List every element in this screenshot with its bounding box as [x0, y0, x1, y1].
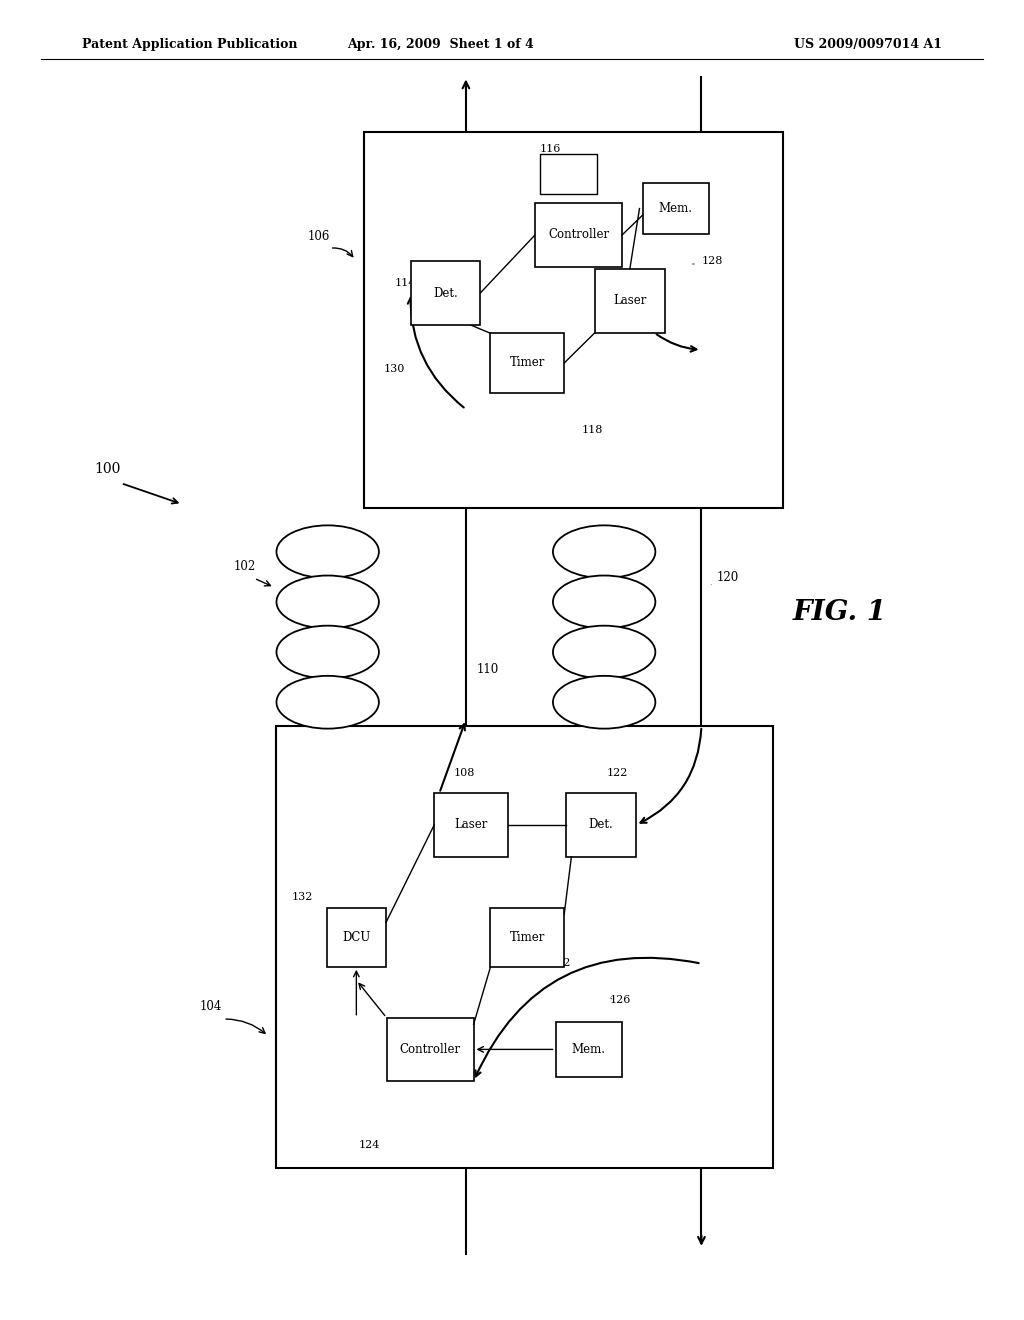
Text: Mem.: Mem. — [571, 1043, 606, 1056]
Text: 118: 118 — [582, 425, 603, 436]
Text: Det.: Det. — [433, 286, 458, 300]
Text: 126: 126 — [609, 995, 631, 1006]
Ellipse shape — [553, 525, 655, 578]
Text: 112: 112 — [550, 958, 571, 969]
Text: 124: 124 — [358, 1140, 380, 1151]
Bar — [411, 261, 480, 325]
Ellipse shape — [553, 626, 655, 678]
Text: 100: 100 — [94, 462, 121, 475]
Ellipse shape — [276, 576, 379, 628]
Text: 132: 132 — [292, 892, 313, 903]
Bar — [643, 183, 710, 234]
Ellipse shape — [553, 676, 655, 729]
Text: 120: 120 — [717, 570, 739, 583]
Bar — [566, 793, 636, 857]
Ellipse shape — [553, 576, 655, 628]
Text: Apr. 16, 2009  Sheet 1 of 4: Apr. 16, 2009 Sheet 1 of 4 — [347, 38, 534, 51]
Bar — [387, 1018, 473, 1081]
Ellipse shape — [276, 676, 379, 729]
Text: Controller: Controller — [399, 1043, 461, 1056]
Text: 104: 104 — [200, 999, 222, 1012]
Bar — [535, 203, 622, 267]
Bar — [327, 908, 386, 966]
Text: 102: 102 — [233, 560, 256, 573]
Bar — [434, 793, 508, 857]
Bar — [490, 908, 564, 966]
Bar — [555, 1022, 622, 1077]
Bar — [540, 154, 597, 194]
Text: 128: 128 — [701, 256, 723, 267]
Text: 122: 122 — [606, 768, 628, 779]
Bar — [364, 132, 783, 508]
Text: 108: 108 — [454, 768, 475, 779]
Text: Laser: Laser — [455, 818, 487, 832]
Text: Timer: Timer — [510, 356, 545, 370]
Bar — [490, 333, 564, 393]
Text: 130: 130 — [384, 364, 406, 375]
Text: Mem.: Mem. — [658, 202, 693, 215]
Text: 116: 116 — [540, 144, 561, 154]
Text: DCU: DCU — [342, 931, 371, 944]
Text: 114: 114 — [394, 279, 416, 289]
Text: Controller: Controller — [548, 228, 609, 242]
Bar — [595, 269, 665, 333]
Text: FIG. 1: FIG. 1 — [793, 599, 887, 627]
Text: 110: 110 — [476, 663, 499, 676]
Text: US 2009/0097014 A1: US 2009/0097014 A1 — [794, 38, 942, 51]
Text: Timer: Timer — [510, 931, 545, 944]
Ellipse shape — [276, 525, 379, 578]
Text: 106: 106 — [307, 230, 330, 243]
Text: Det.: Det. — [589, 818, 613, 832]
Ellipse shape — [276, 626, 379, 678]
Text: Laser: Laser — [613, 294, 646, 308]
Bar — [276, 726, 773, 1168]
Text: Patent Application Publication: Patent Application Publication — [82, 38, 297, 51]
